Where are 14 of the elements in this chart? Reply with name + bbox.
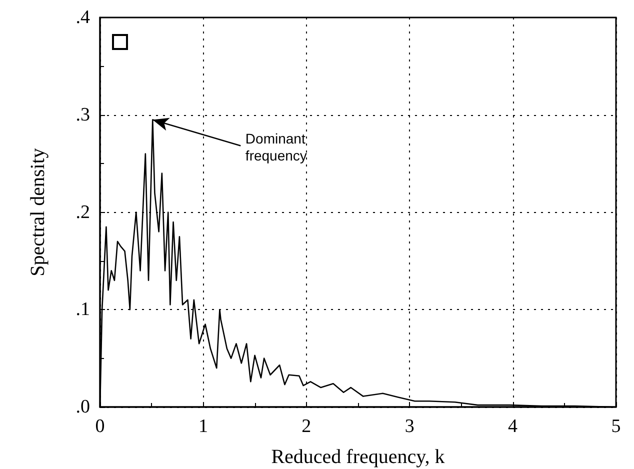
x-tick-label: 0 <box>95 416 105 437</box>
y-tick-label: .0 <box>76 396 90 418</box>
x-tick-label: 5 <box>611 416 621 437</box>
x-axis-title: Reduced frequency, k <box>271 446 445 468</box>
x-tick-label: 4 <box>508 416 518 437</box>
y-tick-label: .2 <box>76 202 90 223</box>
y-tick-label: .1 <box>76 299 90 320</box>
y-tick-label: .3 <box>76 104 90 126</box>
x-tick-label: 3 <box>404 416 414 437</box>
y-tick-label: .4 <box>76 7 90 28</box>
x-tick-label: 2 <box>302 416 312 437</box>
annotation: Dominant frequency <box>245 130 307 164</box>
x-tick-label: 1 <box>198 416 208 437</box>
y-axis-title: Spectral density <box>27 148 49 276</box>
